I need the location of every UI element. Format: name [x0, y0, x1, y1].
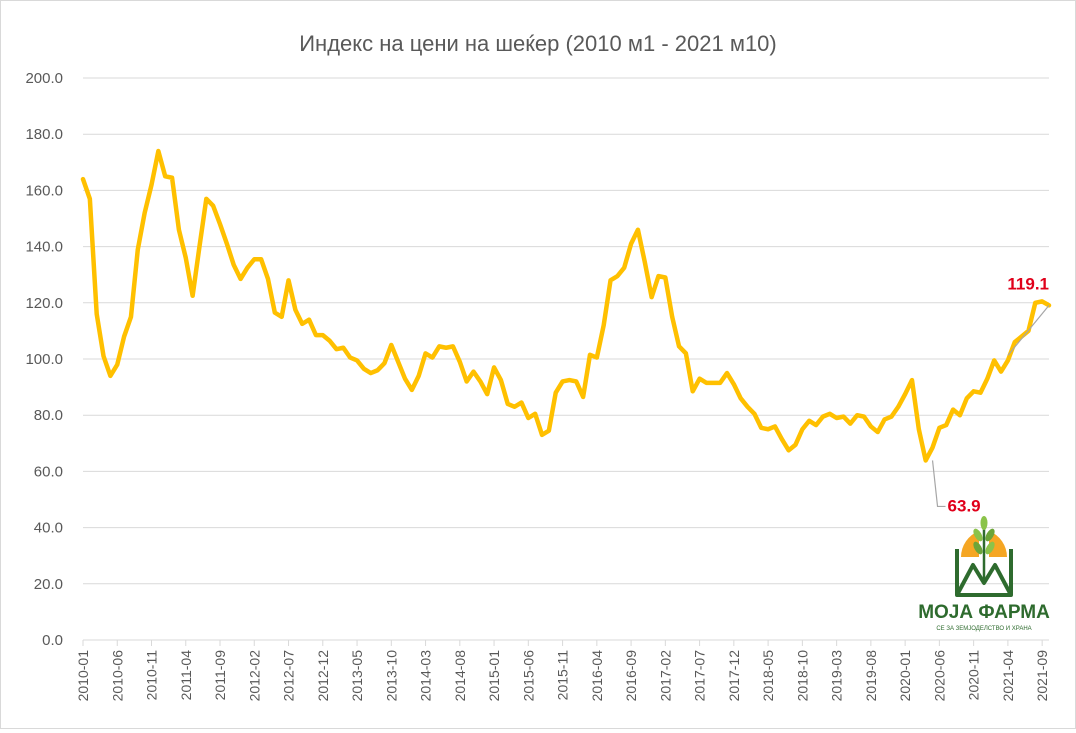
- x-tick-label: 2016-04: [589, 650, 605, 702]
- x-tick-label: 2020-06: [931, 650, 947, 702]
- x-tick-label: 2012-02: [246, 650, 262, 702]
- x-tick-label: 2021-09: [1034, 650, 1050, 702]
- x-tick-label: 2010-01: [75, 650, 91, 702]
- logo-frame: [955, 549, 1013, 597]
- sugar-index-line: [80, 148, 1052, 463]
- callout-leader: [931, 460, 946, 508]
- logo-sun-right: [989, 531, 1007, 557]
- y-tick-label: 140.0: [25, 239, 63, 256]
- annotations: 63.9 119.1: [931, 274, 1050, 515]
- callout-leader: [1007, 304, 1050, 356]
- logo-tagline: СЕ ЗА ЗЕМЈОДЕЛСТВО И ХРАНА: [936, 626, 1031, 632]
- y-tick-label: 100.0: [25, 351, 63, 368]
- callout-label: 119.1: [1007, 274, 1049, 293]
- y-tick-label: 160.0: [25, 182, 63, 199]
- grid-lines: [83, 77, 1049, 641]
- logo-wheat-grain-r1: [985, 528, 995, 542]
- x-tick-label: 2014-03: [418, 650, 434, 702]
- x-tick-label: 2010-11: [144, 650, 160, 701]
- x-tick-label: 2017-12: [726, 650, 742, 702]
- logo-wheat-grain-r2: [985, 541, 995, 555]
- x-tick-label: 2013-10: [383, 650, 399, 702]
- y-tick-label: 0.0: [42, 632, 63, 649]
- y-tick-label: 180.0: [25, 126, 63, 143]
- series-group: [80, 148, 1052, 463]
- x-tick-label: 2011-04: [178, 650, 194, 701]
- x-tick-label: 2012-07: [281, 650, 297, 702]
- x-tick-label: 2021-04: [1000, 650, 1016, 702]
- logo-wheat-grain-l1: [973, 528, 983, 542]
- x-tick-label: 2019-03: [829, 650, 845, 702]
- y-tick-label: 20.0: [34, 576, 63, 593]
- x-tick-label: 2015-11: [555, 650, 571, 701]
- y-tick-label: 200.0: [25, 70, 63, 87]
- x-tick-label: 2020-11: [966, 650, 982, 701]
- callout-label: 63.9: [948, 496, 981, 515]
- logo-wheat-grain-l2: [973, 541, 983, 555]
- x-tick-label: 2017-07: [692, 650, 708, 702]
- x-tick-label: 2013-05: [349, 650, 365, 702]
- x-tick-label: 2018-05: [760, 650, 776, 702]
- x-tick-label: 2011-09: [212, 650, 228, 701]
- y-axis-ticks: 0.0 20.0 40.0 60.0 80.0 100.0 120.0 140.0 160.0 1…: [25, 70, 63, 649]
- x-tick-label: 2014-08: [452, 650, 468, 702]
- x-tick-label: 2015-01: [486, 650, 502, 702]
- logo-sun-left: [961, 531, 979, 557]
- x-tick-label: 2012-12: [315, 650, 331, 702]
- moja-farma-logo: МОЈА ФАРМА СЕ ЗА ЗЕМЈОДЕЛСТВО И ХРАНА: [918, 516, 1050, 632]
- x-tick-label: 2019-08: [863, 650, 879, 702]
- x-tick-label: 2010-06: [109, 650, 125, 702]
- logo-wheat-top: [980, 516, 988, 530]
- x-tick-label: 2018-10: [794, 650, 810, 702]
- y-tick-label: 60.0: [34, 463, 63, 480]
- y-tick-label: 40.0: [34, 520, 63, 537]
- x-tick-label: 2016-09: [623, 650, 639, 702]
- chart-title: Индекс на цени на шеќер (2010 м1 - 2021 …: [299, 31, 777, 56]
- x-axis-ticks: 2010-01 2010-06 2010-11 2011-04 2011-09 2012-…: [75, 640, 1050, 701]
- logo-name: МОЈА ФАРМА: [918, 602, 1050, 623]
- x-tick-label: 2017-02: [657, 650, 673, 702]
- y-tick-label: 80.0: [34, 407, 63, 424]
- x-tick-label: 2020-01: [897, 650, 913, 702]
- y-tick-label: 120.0: [25, 295, 63, 312]
- x-tick-label: 2015-06: [520, 650, 536, 702]
